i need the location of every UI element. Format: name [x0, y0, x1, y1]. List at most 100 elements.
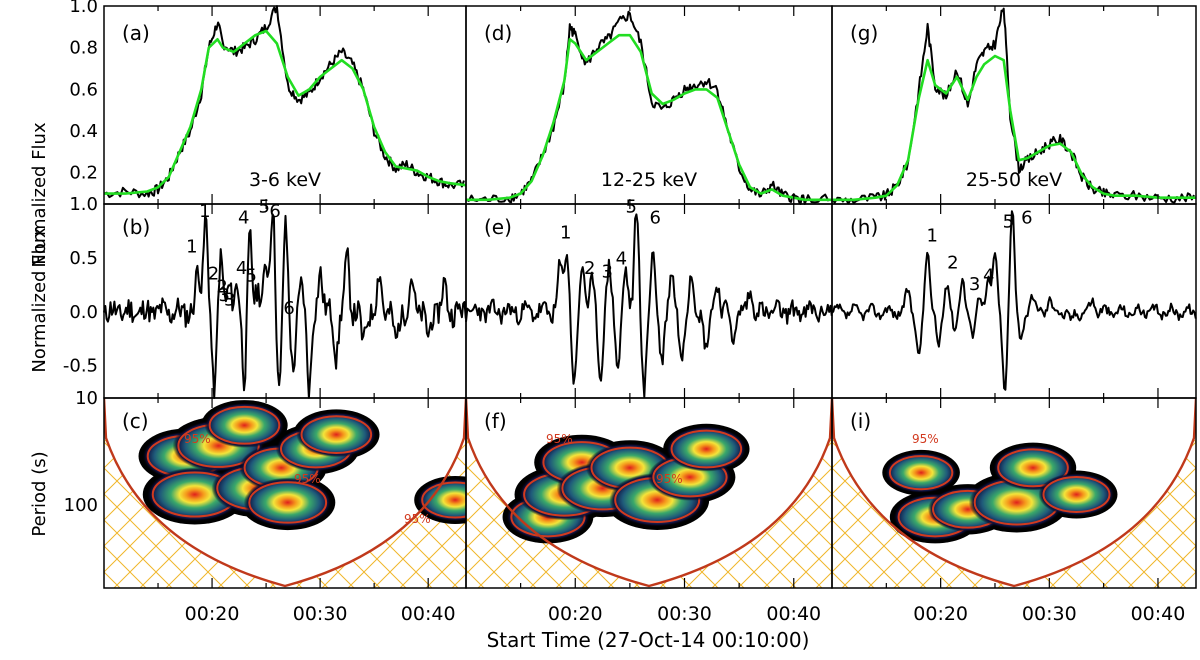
pulse-label: 6	[1021, 207, 1032, 228]
pulse-label: 3	[224, 289, 235, 310]
significance-contour	[997, 448, 1069, 488]
coi-curve	[104, 398, 466, 588]
y-tick-label: 0.5	[69, 248, 98, 269]
pulse-label: 3	[601, 261, 612, 282]
pulse-label: 1	[186, 237, 197, 258]
contour-label: 95%	[404, 512, 431, 526]
x-axis-label: Start Time (27-Oct-14 00:10:00)	[487, 628, 810, 652]
y-axis-label-flux-a: Normalized Flux	[29, 122, 50, 268]
pulse-label: 6	[283, 298, 294, 319]
series-smooth-a	[104, 29, 467, 195]
pulse-label: 1	[199, 201, 210, 222]
y-tick-label: 1.0	[69, 194, 98, 215]
y-axis-label-flux-b: Normalized Flux	[29, 227, 50, 373]
x-tick-label: 00:30	[657, 603, 712, 625]
contour-label: 95%	[656, 472, 683, 486]
pulse-label: 5	[259, 197, 270, 218]
significance-contour	[248, 481, 328, 524]
x-tick-label: 00:30	[293, 603, 348, 625]
coi-hatch	[466, 398, 832, 588]
significance-contour	[670, 429, 743, 469]
contour-label: 95%	[912, 432, 939, 446]
pulse-label: 5	[246, 266, 257, 287]
panel-label-h: (h)	[850, 215, 878, 239]
y-tick-label: 0.4	[69, 121, 98, 142]
pulse-label: 3	[969, 274, 980, 295]
coi-curve	[466, 398, 832, 588]
panel-label-d: (d)	[484, 21, 512, 45]
coi-curve	[832, 398, 1196, 588]
energy-label: 3-6 keV	[249, 169, 321, 191]
power-peak	[243, 477, 332, 528]
significance-contour	[888, 455, 954, 491]
significance-contour	[208, 405, 281, 445]
power-peak	[666, 426, 747, 472]
pulse-label: 2	[216, 276, 227, 297]
series-detrended-e	[465, 213, 833, 398]
pulse-label: 4	[616, 248, 627, 269]
pulse-label: 5	[626, 197, 637, 218]
panel-frame	[831, 397, 1197, 589]
power-peak	[1038, 472, 1115, 516]
panel-label-b: (b)	[122, 215, 150, 239]
series-detrended-h	[831, 210, 1197, 391]
pulse-label: 5	[1003, 212, 1014, 233]
contour-label: 95%	[294, 472, 321, 486]
panel-label-a: (a)	[122, 21, 150, 45]
x-tick-label: 00:20	[913, 603, 968, 625]
pulse-label: 2	[947, 253, 958, 274]
x-tick-label: 00:20	[548, 603, 603, 625]
y-tick-label: -0.5	[63, 356, 98, 377]
x-tick-label: 00:30	[1022, 603, 1077, 625]
significance-contour	[300, 415, 373, 454]
y-tick-label: 0.2	[69, 163, 98, 184]
y-tick-label: 0.8	[69, 38, 98, 59]
pulse-label: 1	[927, 226, 938, 247]
energy-label: 12-25 keV	[601, 169, 697, 191]
power-peak	[885, 452, 958, 494]
contour-label: 95%	[546, 432, 573, 446]
x-tick-label: 00:40	[766, 603, 821, 625]
panel-label-g: (g)	[850, 21, 878, 45]
energy-label: 25-50 keV	[966, 169, 1062, 191]
x-tick-label: 00:40	[401, 603, 456, 625]
pulse-label: 6	[269, 201, 280, 222]
pulse-label: 2	[584, 258, 595, 279]
contour-label: 95%	[184, 432, 211, 446]
y-axis-label-period: Period (s)	[29, 451, 50, 536]
pulse-label: 1	[560, 222, 571, 243]
pulse-label: 2	[208, 263, 219, 284]
y-tick-label: 1.0	[69, 0, 98, 17]
pulse-label: 4	[238, 207, 249, 228]
x-tick-label: 00:20	[185, 603, 240, 625]
series-smooth-g	[832, 54, 1196, 202]
panel-label-f: (f)	[484, 409, 507, 433]
series-smooth-d	[466, 33, 832, 202]
wavelet-panel-f	[466, 398, 832, 588]
significance-contour	[421, 481, 466, 519]
y-tick-label: 10	[75, 388, 98, 409]
panel-label-e: (e)	[484, 215, 512, 239]
pulse-label: 3	[219, 285, 230, 306]
pulse-label: 4	[236, 258, 247, 279]
pulse-label: 4	[983, 266, 994, 287]
flux-row: (a) 3-6 keV (d) 12-25 keV (g) 25-50 keV 0.2 0.4…	[69, 0, 1196, 205]
x-tick-label: 00:40	[1131, 603, 1186, 625]
wavelet-panel-c	[104, 398, 466, 588]
y-tick-label: 0.0	[69, 302, 98, 323]
wavelet-row: (c) 95% 95% 95% 00:20 00:30 00:40 (f) 95% 95% 00:2…	[64, 388, 1196, 625]
power-peak	[204, 402, 285, 448]
significance-contour	[1042, 475, 1111, 513]
panel-label-c: (c)	[122, 409, 149, 433]
coi-hatch	[832, 398, 1196, 588]
pulse-label: 6	[650, 207, 661, 228]
panel-label-i: (i)	[850, 409, 871, 433]
series-detrended-b	[103, 213, 467, 399]
y-tick-label: 0.6	[69, 79, 98, 100]
wavelet-panel-i	[832, 398, 1196, 588]
y-tick-label: 100	[64, 495, 98, 516]
coi-hatch	[104, 398, 466, 588]
power-peak	[296, 411, 377, 458]
